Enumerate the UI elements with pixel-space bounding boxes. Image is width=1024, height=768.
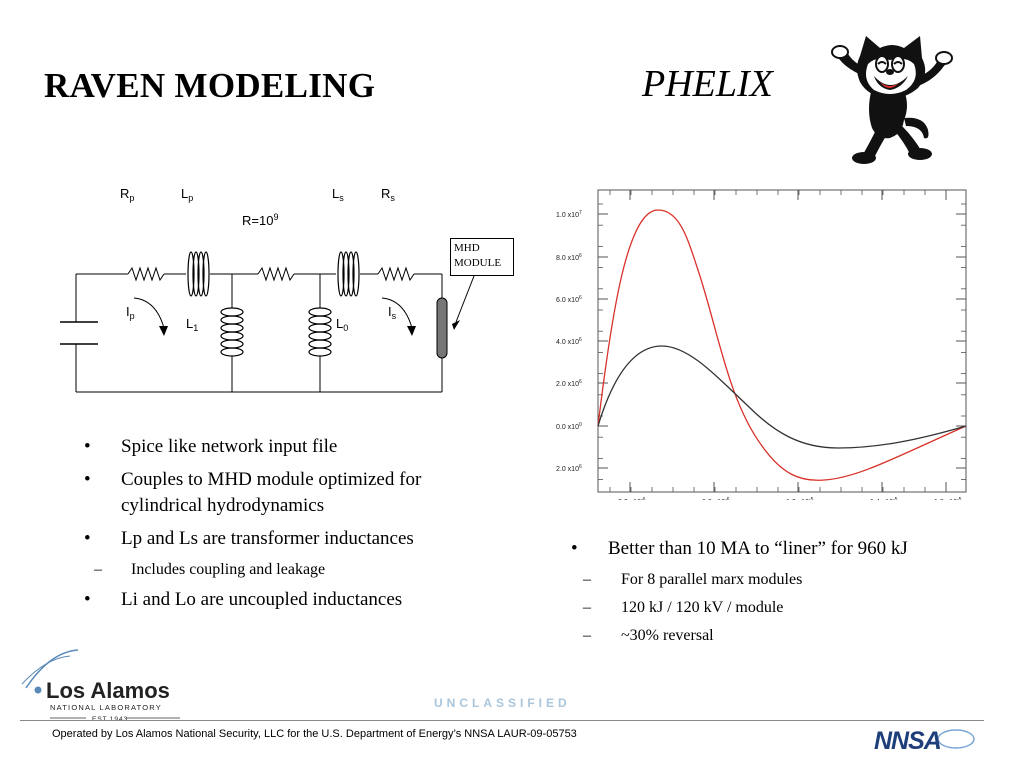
sub-bullet-item: ~30% reversal xyxy=(583,625,991,647)
bullet-item: Lp and Ls are transformer inductances xyxy=(84,526,504,552)
nnsa-wordmark: NNSA xyxy=(874,727,941,754)
x-tick-label: 6.0 x10-6 xyxy=(702,497,730,500)
bullet-item: Li and Lo are uncoupled inductances xyxy=(84,587,504,613)
footer-text: Operated by Los Alamos National Security… xyxy=(52,728,577,740)
red-curve xyxy=(597,209,967,481)
label-lp: Lp xyxy=(181,186,193,203)
right-bullet-list: Better than 10 MA to “liner” for 960 kJ F… xyxy=(571,536,991,653)
los-alamos-logo: Los Alamos NATIONAL LABORATORY EST.1943 xyxy=(21,649,180,723)
logo-established: EST.1943 xyxy=(92,716,128,723)
label-r-value: R=109 xyxy=(242,212,278,228)
x-tick-label: 1.0 x10-5 xyxy=(786,497,814,500)
y-tick-label: 8.0 x106 xyxy=(556,253,582,262)
label-is: Is xyxy=(388,304,397,321)
sub-bullet-item: For 8 parallel marx modules xyxy=(583,569,991,591)
label-ls: Ls xyxy=(332,186,344,203)
x-tick-label: 2.0 x10-6 xyxy=(618,497,646,500)
mhd-line-1: MHD xyxy=(454,242,480,254)
logo-subtitle: NATIONAL LABORATORY xyxy=(50,703,162,712)
sub-bullet-item: Includes coupling and leakage xyxy=(94,559,504,581)
bullet-item: Couples to MHD module optimized for cyli… xyxy=(84,467,504,519)
label-l0: L0 xyxy=(336,316,348,333)
y-tick-label: 2.0 x106 xyxy=(556,379,582,388)
bullet-item: Spice like network input file xyxy=(84,434,504,460)
bullet-item: Better than 10 MA to “liner” for 960 kJ xyxy=(571,536,991,562)
black-curve xyxy=(597,345,967,449)
label-rs: Rs xyxy=(381,186,395,203)
label-rp: Rp xyxy=(120,186,134,203)
left-bullet-list: Spice like network input file Couples to … xyxy=(84,434,504,620)
sub-bullet-item: 120 kJ / 120 kV / module xyxy=(583,597,991,619)
y-tick-label: 2.0 x106 xyxy=(556,464,582,473)
current-plot: 1.0 x107 8.0 x106 6.0 x106 4.0 x106 2.0 x106… xyxy=(556,189,967,500)
mhd-module-label: MHD MODULE xyxy=(450,238,514,276)
label-l1: L1 xyxy=(186,316,198,333)
y-tick-label: 4.0 x106 xyxy=(556,337,582,346)
footer-divider xyxy=(20,720,984,721)
mhd-line-2: MODULE xyxy=(454,257,502,269)
classification-marking: UNCLASSIFIED xyxy=(434,696,571,710)
x-tick-label: 1.8 x10-5 xyxy=(934,497,962,500)
phelix-title: PHELIX xyxy=(642,63,773,105)
cartoon-cat-image xyxy=(831,36,953,164)
slide-title: RAVEN MODELING xyxy=(44,66,376,105)
nnsa-logo: NNSA xyxy=(874,727,975,754)
logo-wordmark: Los Alamos xyxy=(46,678,170,703)
circuit-diagram: Rp Lp Ls Rs R=109 Ip L1 L0 Is xyxy=(60,186,475,393)
x-tick-label: 1.4 x10-5 xyxy=(870,497,898,500)
y-tick-label: 1.0 x107 xyxy=(556,210,582,219)
y-tick-label: 6.0 x106 xyxy=(556,295,582,304)
label-ip: Ip xyxy=(126,304,135,321)
y-tick-label: 0.0 x100 xyxy=(556,422,582,431)
